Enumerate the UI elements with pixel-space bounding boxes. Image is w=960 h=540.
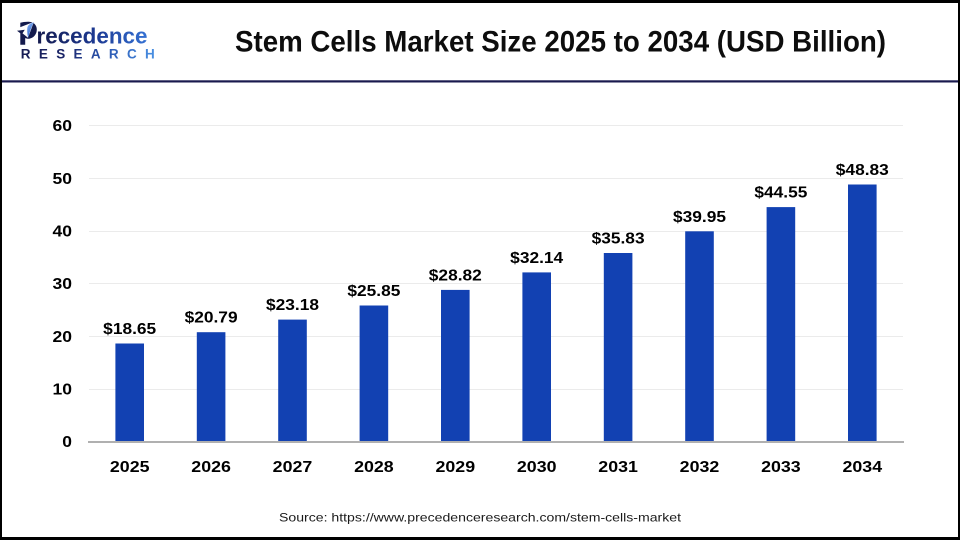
svg-text:2029: 2029 — [436, 459, 476, 476]
svg-text:2031: 2031 — [598, 459, 638, 476]
svg-text:10: 10 — [53, 382, 73, 399]
svg-text:50: 50 — [53, 171, 73, 188]
svg-text:2030: 2030 — [517, 459, 557, 476]
svg-text:2032: 2032 — [680, 459, 720, 476]
svg-text:2034: 2034 — [843, 459, 883, 476]
svg-text:$20.79: $20.79 — [185, 310, 238, 327]
svg-text:Stem Cells Market Size 2025 to: Stem Cells Market Size 2025 to 2034 (USD… — [235, 25, 886, 58]
svg-text:60: 60 — [53, 118, 73, 135]
svg-text:$39.95: $39.95 — [673, 209, 726, 226]
svg-text:recedence: recedence — [37, 24, 148, 49]
svg-text:2033: 2033 — [761, 459, 801, 476]
svg-text:Source: https://www.precedence: Source: https://www.precedenceresearch.c… — [279, 511, 682, 525]
svg-text:20: 20 — [53, 329, 73, 346]
svg-text:$25.85: $25.85 — [347, 283, 400, 300]
svg-text:$28.82: $28.82 — [429, 267, 482, 284]
svg-text:$35.83: $35.83 — [592, 231, 645, 248]
svg-text:2028: 2028 — [354, 459, 394, 476]
svg-text:30: 30 — [53, 276, 73, 293]
svg-text:0: 0 — [62, 434, 72, 451]
svg-text:$48.83: $48.83 — [836, 162, 889, 179]
svg-text:$32.14: $32.14 — [510, 250, 563, 267]
svg-text:2025: 2025 — [110, 459, 150, 476]
svg-text:$23.18: $23.18 — [266, 297, 319, 314]
svg-text:$18.65: $18.65 — [103, 321, 156, 338]
svg-text:40: 40 — [53, 224, 73, 241]
svg-text:2026: 2026 — [191, 459, 231, 476]
svg-text:2027: 2027 — [273, 459, 313, 476]
svg-text:$44.55: $44.55 — [754, 185, 807, 202]
